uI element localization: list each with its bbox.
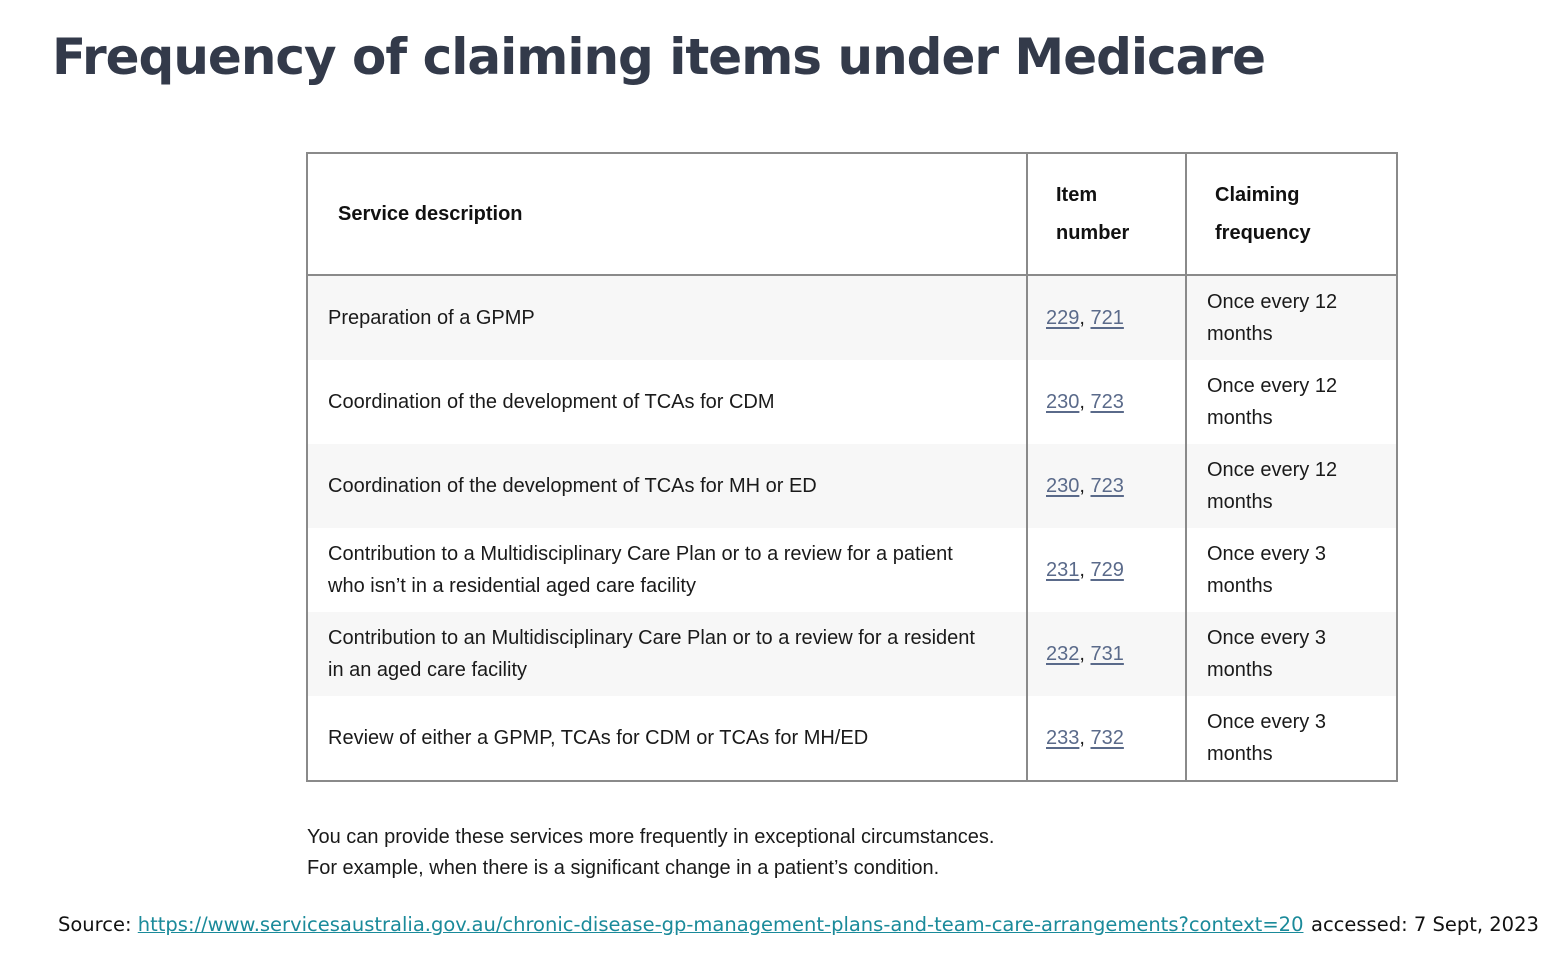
item-link-732[interactable]: 732	[1090, 727, 1124, 749]
source-citation: Source: https://www.servicesaustralia.go…	[58, 913, 1303, 936]
item-link-231[interactable]: 231	[1046, 559, 1080, 581]
medicare-items-table-container: Service description Item number Claiming…	[306, 152, 1398, 782]
frequency-line: months	[1207, 659, 1273, 681]
header-service-label: Service description	[338, 203, 523, 225]
item-link-233[interactable]: 233	[1046, 727, 1080, 749]
item-number-cell: 229, 721	[1026, 275, 1187, 360]
service-description-cell: Review of either a GPMP, TCAs for CDM or…	[306, 696, 1028, 781]
table-header-row: Service description Item number Claiming…	[306, 152, 1398, 276]
header-service-description: Service description	[306, 152, 1028, 276]
header-freq-line2: frequency	[1215, 222, 1311, 244]
page-title: Frequency of claiming items under Medica…	[52, 28, 1266, 86]
frequency-line: Once every 3	[1207, 627, 1326, 649]
header-item-line2: number	[1056, 222, 1130, 244]
service-description-line: Coordination of the development of TCAs …	[328, 475, 817, 497]
item-link-230[interactable]: 230	[1046, 391, 1080, 413]
item-link-721[interactable]: 721	[1090, 307, 1124, 329]
item-number-cell: 232, 731	[1026, 612, 1187, 696]
frequency-line: months	[1207, 323, 1273, 345]
item-link-729[interactable]: 729	[1090, 559, 1124, 581]
claiming-frequency-cell: Once every 12 months	[1185, 360, 1398, 444]
frequency-line: months	[1207, 575, 1273, 597]
frequency-line: Once every 3	[1207, 543, 1326, 565]
item-separator: ,	[1079, 391, 1091, 413]
service-description-line: Review of either a GPMP, TCAs for CDM or…	[328, 727, 869, 749]
table-row: Contribution to a Multidisciplinary Care…	[306, 528, 1398, 612]
item-link-723[interactable]: 723	[1090, 475, 1124, 497]
item-link-232[interactable]: 232	[1046, 643, 1080, 665]
item-number-cell: 230, 723	[1026, 444, 1187, 528]
header-claiming-frequency: Claiming frequency	[1185, 152, 1398, 276]
frequency-line: months	[1207, 743, 1273, 765]
frequency-line: Once every 12	[1207, 375, 1338, 397]
exceptional-circumstances-note: You can provide these services more freq…	[307, 822, 994, 884]
item-separator: ,	[1079, 559, 1091, 581]
table-row: Contribution to an Multidisciplinary Car…	[306, 612, 1398, 696]
claiming-frequency-cell: Once every 3 months	[1185, 612, 1398, 696]
medicare-items-table: Service description Item number Claiming…	[306, 152, 1398, 782]
item-number-cell: 231, 729	[1026, 528, 1187, 612]
service-description-cell: Contribution to an Multidisciplinary Car…	[306, 612, 1028, 696]
source-label: Source:	[58, 913, 138, 936]
claiming-frequency-cell: Once every 3 months	[1185, 528, 1398, 612]
service-description-line: who isn’t in a residential aged care fac…	[328, 575, 696, 597]
frequency-line: Once every 12	[1207, 291, 1338, 313]
service-description-cell: Coordination of the development of TCAs …	[306, 360, 1028, 444]
service-description-line: Contribution to a Multidisciplinary Care…	[328, 543, 953, 565]
frequency-line: Once every 12	[1207, 459, 1338, 481]
claiming-frequency-cell: Once every 12 months	[1185, 275, 1398, 360]
service-description-line: Contribution to an Multidisciplinary Car…	[328, 627, 975, 649]
service-description-line: Preparation of a GPMP	[328, 307, 535, 329]
item-link-731[interactable]: 731	[1090, 643, 1124, 665]
note-line-1: You can provide these services more freq…	[307, 826, 995, 848]
claiming-frequency-cell: Once every 12 months	[1185, 444, 1398, 528]
frequency-line: months	[1207, 491, 1273, 513]
item-separator: ,	[1079, 727, 1091, 749]
frequency-line: months	[1207, 407, 1273, 429]
item-link-230[interactable]: 230	[1046, 475, 1080, 497]
source-url-link[interactable]: https://www.servicesaustralia.gov.au/chr…	[137, 913, 1304, 936]
note-line-2: For example, when there is a significant…	[307, 857, 940, 879]
item-separator: ,	[1079, 307, 1091, 329]
accessed-date: accessed: 7 Sept, 2023	[1311, 913, 1539, 936]
table-row: Preparation of a GPMP 229, 721 Once ever…	[306, 275, 1398, 360]
header-item-line1: Item	[1056, 184, 1098, 206]
item-separator: ,	[1079, 475, 1091, 497]
item-number-cell: 230, 723	[1026, 360, 1187, 444]
item-number-cell: 233, 732	[1026, 696, 1187, 781]
header-item-number: Item number	[1026, 152, 1187, 276]
table-row: Coordination of the development of TCAs …	[306, 360, 1398, 444]
service-description-cell: Preparation of a GPMP	[306, 275, 1028, 360]
item-separator: ,	[1079, 643, 1091, 665]
header-freq-line1: Claiming	[1215, 184, 1300, 206]
frequency-line: Once every 3	[1207, 711, 1326, 733]
table-row: Coordination of the development of TCAs …	[306, 444, 1398, 528]
service-description-line: Coordination of the development of TCAs …	[328, 391, 775, 413]
table-row: Review of either a GPMP, TCAs for CDM or…	[306, 696, 1398, 781]
service-description-cell: Contribution to a Multidisciplinary Care…	[306, 528, 1028, 612]
service-description-line: in an aged care facility	[328, 659, 528, 681]
service-description-cell: Coordination of the development of TCAs …	[306, 444, 1028, 528]
item-link-723[interactable]: 723	[1090, 391, 1124, 413]
item-link-229[interactable]: 229	[1046, 307, 1080, 329]
claiming-frequency-cell: Once every 3 months	[1185, 696, 1398, 781]
